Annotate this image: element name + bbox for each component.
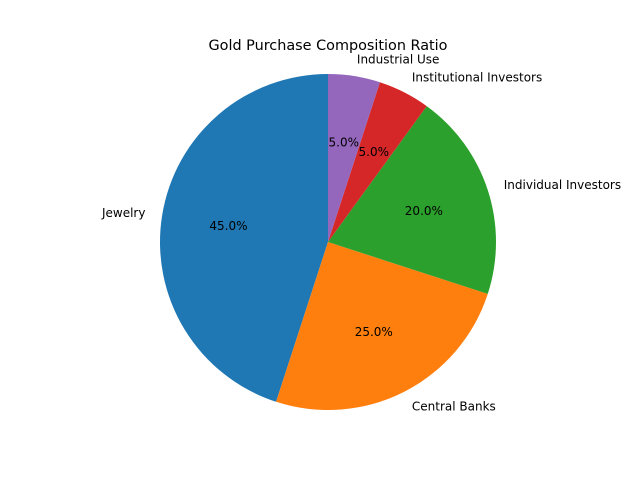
slice-label-jewelry: Jewelry bbox=[101, 206, 146, 220]
chart-title: Gold Purchase Composition Ratio bbox=[209, 38, 448, 54]
pct-label-individual-investors: 20.0% bbox=[405, 204, 443, 218]
slice-label-industrial-use: Industrial Use bbox=[357, 52, 440, 66]
slice-label-central-banks: Central Banks bbox=[412, 400, 496, 414]
pie-slice-jewelry bbox=[160, 74, 328, 402]
pie-labels: Jewelry 45.0% Central Banks 25.0% Individual… bbox=[101, 52, 621, 413]
pie-slice-individual-investors bbox=[328, 106, 496, 294]
pie-slices bbox=[160, 74, 496, 410]
pct-label-industrial-use: 5.0% bbox=[329, 135, 360, 149]
pie-slice-institutional-investors bbox=[328, 82, 427, 242]
pct-label-central-banks: 25.0% bbox=[355, 325, 393, 339]
pie-slice-industrial-use bbox=[328, 74, 380, 242]
pie-slice-central-banks bbox=[276, 242, 488, 410]
pct-label-institutional-investors: 5.0% bbox=[359, 145, 390, 159]
slice-label-individual-investors: Individual Investors bbox=[504, 178, 621, 192]
pct-label-jewelry: 45.0% bbox=[209, 219, 247, 233]
slice-label-institutional-investors: Institutional Investors bbox=[412, 70, 542, 84]
